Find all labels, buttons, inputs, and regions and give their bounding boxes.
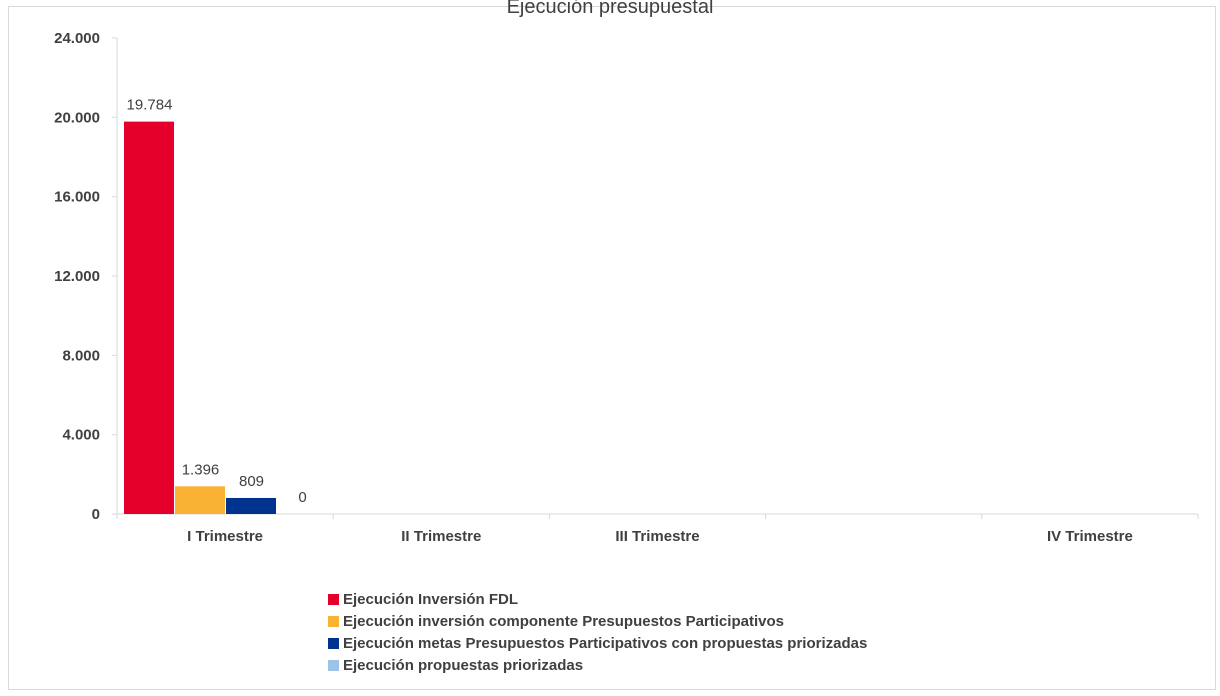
chart-data-labels: 19.784 1.396 809 0 <box>127 97 307 506</box>
legend-label: Ejecución Inversión FDL <box>343 590 519 608</box>
y-tick-label: 24.000 <box>54 30 100 47</box>
legend-label: Ejecución propuestas priorizadas <box>343 656 584 674</box>
y-tick-label: 12.000 <box>54 268 100 285</box>
legend-swatch <box>328 593 339 605</box>
data-label: 19.784 <box>127 97 173 114</box>
chart-title: Ejecución presupuestal <box>506 0 714 18</box>
legend-item: Ejecución metas Presupuestos Participati… <box>328 632 867 654</box>
legend-label: Ejecución inversión componente Presupues… <box>343 612 784 630</box>
chart-bars <box>124 121 276 514</box>
bar-1 <box>124 121 174 514</box>
data-label: 809 <box>239 473 264 490</box>
legend-item: Ejecución inversión componente Presupues… <box>328 610 867 632</box>
y-tick-label: 8.000 <box>62 347 100 364</box>
y-tick-label: 0 <box>92 506 100 523</box>
x-tick-label: IV Trimestre <box>1047 528 1133 545</box>
chart-legend: Ejecución Inversión FDL Ejecución inversi… <box>328 588 867 676</box>
bar-3 <box>226 497 276 514</box>
legend-swatch <box>328 659 339 671</box>
legend-item: Ejecución propuestas priorizadas <box>328 654 867 676</box>
data-label: 1.396 <box>182 461 220 478</box>
chart-axes: 0 4.000 8.000 12.000 16.000 20.000 24.000 I Tri… <box>54 30 1199 545</box>
data-label: 0 <box>298 489 306 506</box>
bar-2 <box>175 486 225 514</box>
y-tick-label: 16.000 <box>54 189 100 206</box>
x-tick-label: II Trimestre <box>401 528 481 545</box>
legend-swatch <box>328 637 339 649</box>
x-tick-label: III Trimestre <box>615 528 699 545</box>
legend-swatch <box>328 615 339 627</box>
y-tick-label: 4.000 <box>62 427 100 444</box>
legend-label: Ejecución metas Presupuestos Participati… <box>343 634 868 652</box>
y-tick-label: 20.000 <box>54 109 100 126</box>
x-tick-label: I Trimestre <box>187 528 263 545</box>
legend-item: Ejecución Inversión FDL <box>328 588 867 610</box>
chart-frame <box>8 6 1216 690</box>
